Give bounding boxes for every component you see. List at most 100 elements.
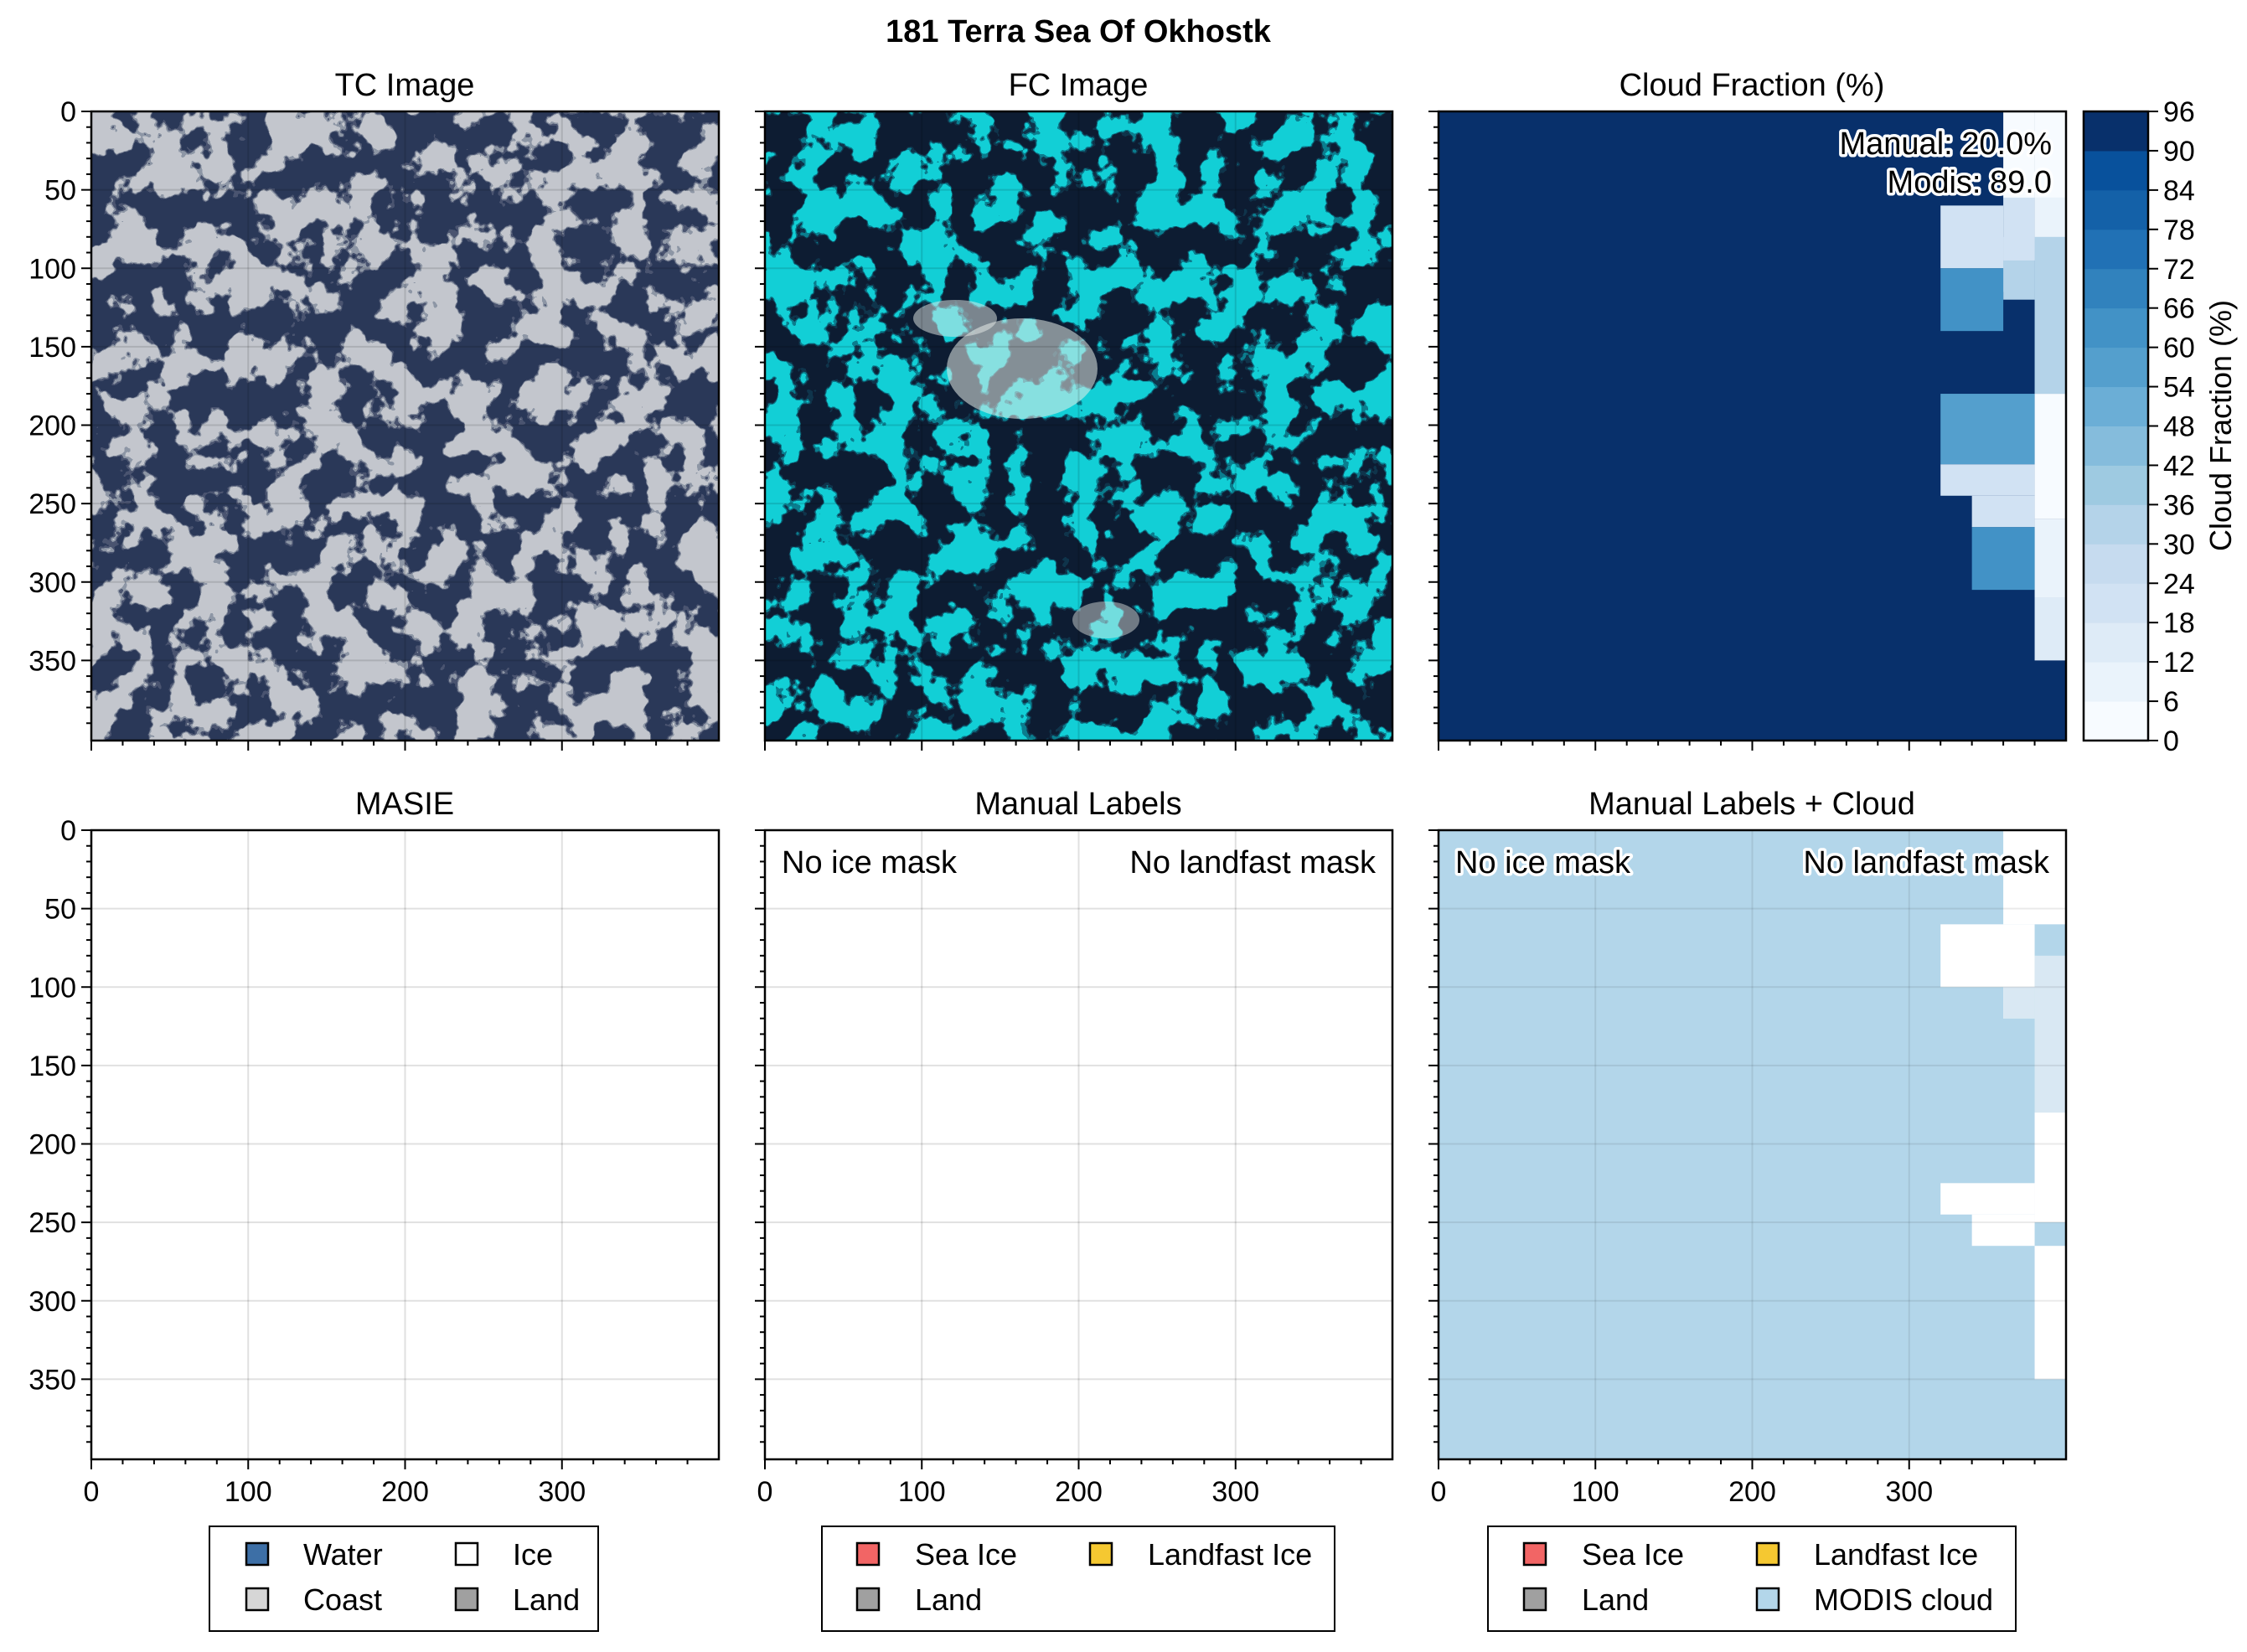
x-tick-label: 300	[1885, 1476, 1933, 1508]
cloud-x-axis	[1438, 741, 2036, 751]
y-tick-label: 150	[28, 1051, 76, 1082]
legend-label: Sea Ice	[1582, 1537, 1684, 1572]
panel-title: MASIE	[355, 787, 454, 822]
cloud-cell	[1940, 394, 2035, 465]
manual-cloud-annotation: Manual: 20.0%	[1840, 126, 2053, 162]
colorbar-steps	[2084, 111, 2148, 741]
legend-swatch-sea-ice	[855, 1541, 881, 1567]
colorbar-tick-label: 72	[2163, 254, 2195, 286]
tc-y-axis: 0 50 100 150 200 250 300 350	[28, 96, 91, 725]
light-cloud-cell	[2003, 987, 2035, 1019]
manual-y-axis	[755, 829, 765, 1443]
manual-background	[765, 830, 1392, 1459]
colorbar-step	[2084, 662, 2148, 702]
masie-grid	[91, 830, 719, 1459]
x-tick-label: 100	[898, 1476, 946, 1508]
masie-x-axis: 0 100 200 300	[84, 1459, 689, 1508]
fc-cloud-highlight	[913, 300, 997, 337]
no-ice-mask-annotation: No ice mask	[782, 845, 958, 880]
colorbar-step	[2084, 426, 2148, 466]
panel-title: Manual Labels + Cloud	[1588, 787, 1915, 822]
fc-image	[765, 111, 1392, 741]
mlc-grid	[1439, 830, 2066, 1459]
colorbar-step	[2084, 504, 2148, 545]
y-tick-label: 300	[28, 1286, 76, 1318]
y-tick-label: 50	[44, 175, 76, 207]
fc-y-axis	[755, 111, 765, 725]
panel-tc-image: TC Image 0 50 100 150 200 250 300 350	[28, 68, 721, 751]
colorbar-tick-label: 90	[2163, 136, 2195, 168]
colorbar-step	[2084, 307, 2148, 348]
legend-label: MODIS cloud	[1814, 1582, 1993, 1617]
figure-title: 181 Terra Sea Of Okhostk	[886, 14, 1272, 49]
no-ice-mask-annotation: No ice mask	[1455, 845, 1631, 880]
legend-frame	[1487, 1526, 2017, 1632]
y-tick-label: 150	[28, 332, 76, 364]
panel-masie: MASIE 0 50 100 150 200 250 300 350 0 100 200 300	[28, 787, 721, 1508]
colorbar-tick-label: 66	[2163, 293, 2195, 325]
legend-swatch-modis-cloud	[1755, 1587, 1780, 1612]
colorbar-step	[2084, 150, 2148, 191]
panel-title: TC Image	[335, 68, 475, 103]
x-tick-label: 200	[381, 1476, 429, 1508]
legend-swatch-landfast-ice	[1755, 1541, 1780, 1567]
panel-title: Manual Labels	[974, 787, 1181, 822]
manual-x-axis: 0 100 200 300	[757, 1459, 1362, 1508]
y-tick-label: 50	[44, 894, 76, 926]
legend-label: Landfast Ice	[1814, 1537, 1978, 1572]
no-landfast-mask-annotation: No landfast mask	[1129, 845, 1377, 880]
colorbar-step	[2084, 347, 2148, 388]
y-tick-label: 250	[28, 1207, 76, 1239]
colorbar-tick-label: 84	[2163, 175, 2195, 207]
legend-label: Land	[915, 1582, 982, 1617]
clear-cell	[2003, 830, 2066, 925]
colorbar-step	[2084, 111, 2148, 152]
cloud-cell	[2034, 597, 2066, 661]
cloud-cell	[1940, 268, 2004, 332]
masie-y-axis: 0 50 100 150 200 250 300 350	[28, 815, 91, 1443]
colorbar-tick-label: 60	[2163, 333, 2195, 364]
y-tick-label: 350	[28, 1364, 76, 1396]
legend-manual: Sea Ice Landfast Ice Land	[821, 1526, 1335, 1632]
panel-manual-labels: Manual Labels 0 100 200 300 No ice mask No …	[755, 787, 1394, 1508]
x-tick-label: 0	[1431, 1476, 1447, 1508]
colorbar-tick-label: 48	[2163, 411, 2195, 443]
legend-swatch-land	[1522, 1587, 1547, 1612]
mlc-x-axis: 0 100 200 300	[1431, 1459, 2036, 1508]
tc-x-axis	[90, 741, 689, 751]
modis-cloud-mask	[1439, 830, 2066, 1459]
clear-cell	[1940, 924, 2035, 988]
colorbar-tick-label: 30	[2163, 529, 2195, 560]
tc-dark-texture	[91, 111, 719, 741]
cloud-cell	[1940, 205, 2004, 269]
y-tick-label: 100	[28, 253, 76, 285]
clear-cell	[2034, 1246, 2066, 1380]
legend-swatch-water	[245, 1541, 270, 1567]
cloud-cell	[1940, 464, 2035, 496]
cloud-cell	[1971, 495, 2035, 528]
manual-grid	[765, 830, 1392, 1459]
fc-grid	[765, 111, 1392, 741]
cloud-cell	[1971, 527, 2035, 591]
legend-frame	[821, 1526, 1335, 1632]
x-tick-label: 300	[1211, 1476, 1259, 1508]
legend-label: Sea Ice	[915, 1537, 1017, 1572]
colorbar-tick-label: 54	[2163, 372, 2195, 404]
colorbar-tick-label: 18	[2163, 607, 2195, 639]
x-tick-label: 0	[757, 1476, 773, 1508]
legend-swatch-landfast-ice	[1088, 1541, 1113, 1567]
y-tick-label: 250	[28, 488, 76, 520]
light-cloud-cell	[2034, 955, 2066, 1113]
cloud-cell	[2034, 111, 2066, 198]
x-tick-label: 0	[84, 1476, 100, 1508]
colorbar-step	[2084, 622, 2148, 663]
colorbar-step	[2084, 583, 2148, 623]
legend-manual-cloud: Sea Ice Landfast Ice Land MODIS cloud	[1487, 1526, 2017, 1632]
panel-cloud-fraction: Cloud Fraction (%) Manual: 20.0% Modis: …	[1428, 68, 2068, 751]
colorbar-step	[2084, 544, 2148, 584]
panel-manual-labels-cloud: Manual Labels + Cloud 0 100 200 300 No ice …	[1428, 787, 2068, 1508]
legend-swatch-sea-ice	[1522, 1541, 1547, 1567]
masie-background	[91, 830, 719, 1459]
colorbar-tick-label: 0	[2163, 725, 2179, 757]
